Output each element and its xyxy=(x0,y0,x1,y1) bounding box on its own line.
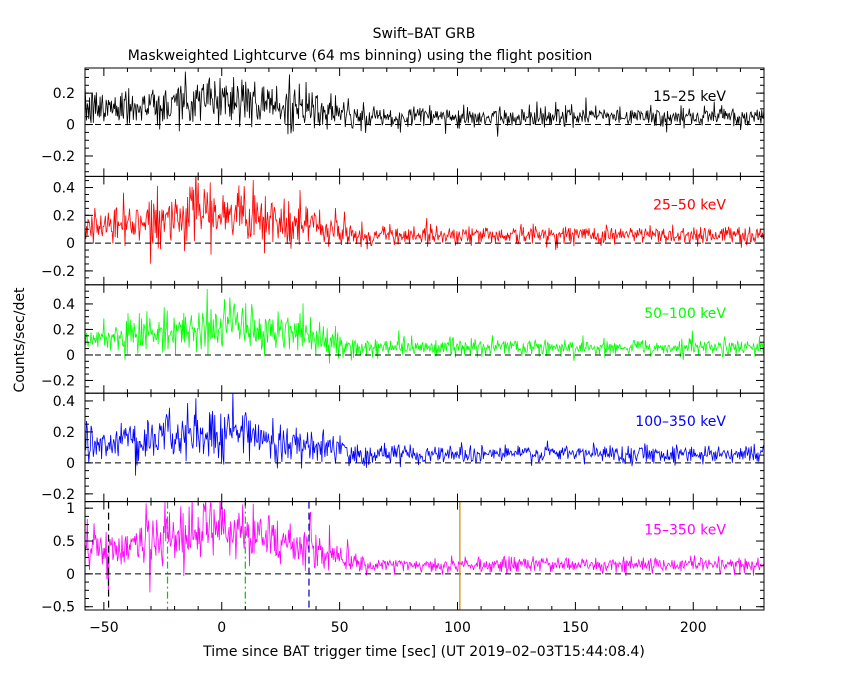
x-axis-label: Time since BAT trigger time [sec] (UT 20… xyxy=(202,644,645,660)
panel-5: −0.5 0 0.5 1 15–350 keV xyxy=(41,501,765,616)
y-tick-label-4-3: 0.2 xyxy=(53,425,75,441)
y-axis-label: Counts/sec/det xyxy=(12,287,28,392)
y-tick-label-2-3: 0.2 xyxy=(53,208,75,224)
x-tick-label-5: 150 xyxy=(562,620,589,636)
y-tick-label-1-1: −0.2 xyxy=(41,149,75,165)
band-label-2: 25–50 keV xyxy=(653,197,726,213)
y-tick-label-5-3: 0.5 xyxy=(53,534,75,550)
series-line-3 xyxy=(85,289,764,364)
series-line-5 xyxy=(85,501,764,596)
y-tick-label-5-1: −0.5 xyxy=(41,600,75,616)
series-line-1 xyxy=(85,71,764,137)
panel-2: −0.2 0 0.2 0.4 25–50 keV xyxy=(41,175,765,286)
panel-group: −0.200.2 15–25 keV−0.200.20.425–50 keV−0.… xyxy=(41,67,765,636)
panel-frame-3 xyxy=(84,284,765,394)
panel-3: −0.2 0 0.2 0.4 50–100 keV xyxy=(41,284,765,394)
chart-title: Swift–BAT GRB xyxy=(373,26,476,42)
series-line-4 xyxy=(85,393,764,476)
panel-frame-1 xyxy=(84,67,765,177)
y-tick-label-3-2: 0 xyxy=(66,348,75,364)
panel-frame-4 xyxy=(84,392,765,503)
panel-4: −0.2 0 0.2 0.4 100–350 keV xyxy=(41,392,765,503)
y-tick-label-2-4: 0.4 xyxy=(53,181,75,197)
chart-subtitle: Maskweighted Lightcurve (64 ms binning) … xyxy=(128,48,593,64)
y-tick-label-5-2: 0 xyxy=(66,567,75,583)
x-tick-label-1: −50 xyxy=(89,620,119,636)
panel-1: −0.2 0 0.2 15–25 keV xyxy=(41,67,765,177)
y-tick-label-4-1: −0.2 xyxy=(41,487,75,503)
band-label-5: 15–350 keV xyxy=(644,523,726,539)
band-label-1: 15–25 keV xyxy=(653,89,726,105)
band-label-3: 50–100 keV xyxy=(644,306,726,322)
x-tick-label-6: 200 xyxy=(680,620,707,636)
x-tick-label-3: 50 xyxy=(331,620,349,636)
y-tick-label-1-2: 0 xyxy=(66,118,75,134)
y-tick-label-1-3: 0.2 xyxy=(53,86,75,102)
y-tick-label-3-4: 0.4 xyxy=(53,297,75,313)
y-tick-label-4-2: 0 xyxy=(66,456,75,472)
panel-frame-5 xyxy=(84,501,765,611)
x-tick-label-4: 100 xyxy=(444,620,471,636)
y-tick-label-2-1: −0.2 xyxy=(41,264,75,280)
x-tick-label-2: 0 xyxy=(217,620,226,636)
y-tick-label-2-2: 0 xyxy=(66,236,75,252)
band-label-4: 100–350 keV xyxy=(635,414,726,430)
y-tick-label-3-3: 0.2 xyxy=(53,322,75,338)
y-tick-label-3-1: −0.2 xyxy=(41,373,75,389)
series-line-2 xyxy=(85,176,764,264)
y-tick-label-4-4: 0.4 xyxy=(53,394,75,410)
y-tick-label-5-4: 1 xyxy=(66,501,75,517)
